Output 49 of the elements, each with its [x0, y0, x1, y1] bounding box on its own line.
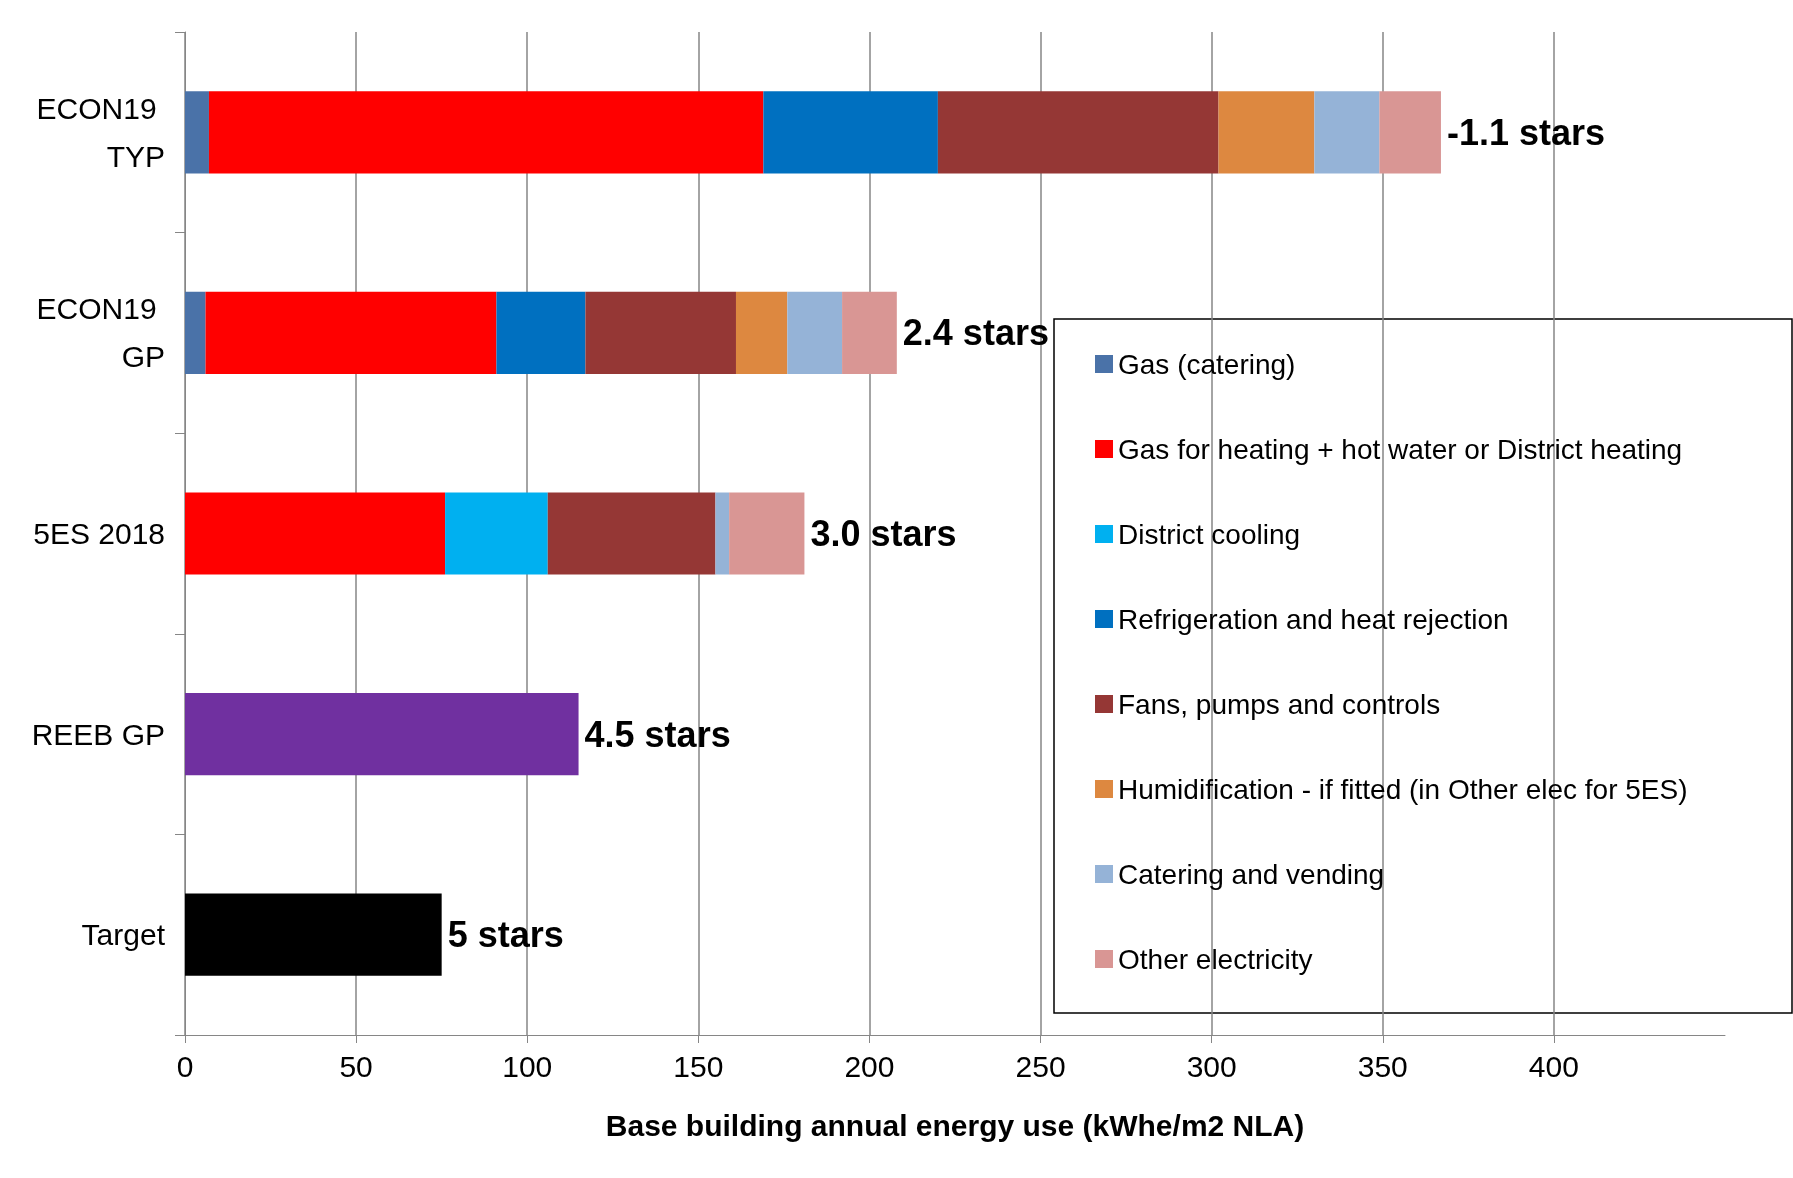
x-tick-label: 250 — [1015, 1049, 1066, 1083]
legend-label: Fans, pumps and controls — [1118, 688, 1441, 720]
legend-label: Humidification - if fitted (in Other elec for 5ES) — [1118, 773, 1688, 805]
annotation: 4.5 stars — [584, 713, 731, 755]
legend-label: Refrigeration and heat rejection — [1118, 603, 1509, 635]
x-tick-label: 0 — [176, 1049, 194, 1083]
legend-label: Catering and vending — [1118, 858, 1385, 890]
bar — [735, 291, 788, 375]
x-tick-label: 150 — [673, 1049, 724, 1083]
annotation: 2.4 stars — [902, 312, 1049, 354]
x-axis-title: Base building annual energy use (kWhe/m2 NLA) — [605, 1108, 1305, 1142]
x-tick-label: 400 — [1528, 1049, 1579, 1083]
x-tick-label: 200 — [844, 1049, 895, 1083]
bar — [185, 692, 579, 776]
bar — [208, 91, 764, 174]
bar — [585, 291, 736, 375]
legend-label: Gas (catering) — [1118, 348, 1296, 380]
bar — [937, 91, 1219, 174]
legend-label: Other electricity — [1118, 943, 1313, 975]
bar — [185, 893, 442, 976]
y-tick-label: 5ES 2018 — [33, 517, 165, 550]
bar — [1218, 91, 1315, 174]
legend-label: District cooling — [1118, 518, 1301, 550]
bar — [496, 291, 586, 375]
bar — [729, 492, 805, 575]
annotation: -1.1 stars — [1446, 111, 1606, 153]
y-tick-label: ECON19 GP — [36, 292, 165, 374]
x-tick-label: 50 — [339, 1049, 373, 1083]
bar — [185, 492, 446, 575]
y-tick-label: Target — [81, 918, 166, 952]
bar — [547, 492, 716, 575]
bar — [842, 291, 897, 375]
bar — [763, 91, 938, 174]
y-tick-label: ECON19 TYP — [36, 91, 165, 173]
bar — [715, 492, 730, 575]
annotation: 5 stars — [447, 914, 564, 956]
x-tick-label: 350 — [1357, 1049, 1408, 1083]
annotation: 3.0 stars — [810, 513, 957, 554]
x-tick-label: 100 — [502, 1049, 553, 1083]
bar — [205, 291, 497, 375]
y-tick-label: REEB GP — [31, 717, 165, 751]
bar — [185, 91, 209, 174]
legend-label: Gas for heating + hot water or District heating — [1118, 433, 1683, 465]
bar — [1314, 91, 1380, 174]
bar — [787, 291, 843, 375]
bar — [185, 291, 206, 375]
bar — [1379, 91, 1441, 174]
bar — [445, 492, 548, 575]
x-tick-label: 300 — [1186, 1049, 1237, 1083]
